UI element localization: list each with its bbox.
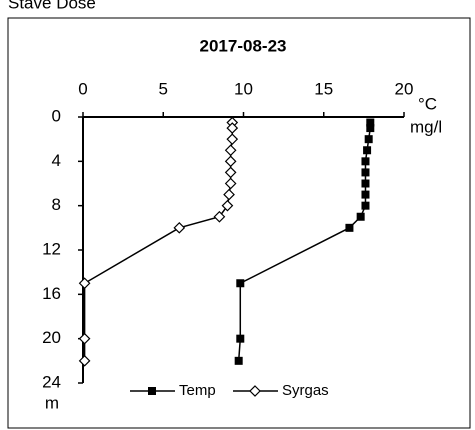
- data-point: [361, 190, 370, 199]
- data-point: [78, 277, 91, 290]
- data-point: [366, 118, 375, 127]
- data-point: [366, 124, 375, 133]
- data-point: [224, 177, 237, 190]
- header: Stave Dose: [8, 0, 96, 12]
- data-point: [361, 201, 370, 210]
- data-point: [236, 334, 245, 343]
- data-point: [224, 166, 237, 179]
- data-point: [78, 354, 91, 367]
- x-tick-label: 0: [78, 79, 87, 98]
- legend-marker: [148, 387, 156, 395]
- y-axis-label: m: [45, 393, 59, 412]
- data-point: [226, 133, 239, 146]
- data-point: [78, 332, 91, 345]
- y-tick-label: 8: [52, 195, 61, 214]
- y-tick-label: 24: [42, 372, 61, 391]
- chart-title: 2017-08-23: [200, 36, 287, 55]
- data-point: [213, 210, 226, 223]
- legend-label: Temp: [179, 382, 216, 399]
- legend-marker: [249, 385, 261, 397]
- x-axis-label: mg/l: [410, 117, 442, 136]
- data-point: [356, 212, 365, 221]
- data-point: [224, 155, 237, 168]
- data-point: [221, 199, 234, 212]
- data-point: [361, 157, 370, 166]
- data-point: [364, 135, 373, 144]
- data-point: [226, 122, 239, 134]
- data-point: [173, 221, 186, 234]
- data-point: [363, 146, 372, 155]
- data-point: [223, 188, 235, 201]
- y-tick-label: 12: [42, 239, 61, 258]
- data-point: [234, 356, 243, 365]
- y-tick-label: 4: [52, 151, 61, 170]
- x-tick-label: 15: [314, 79, 333, 98]
- y-tick-label: 16: [42, 284, 61, 303]
- y-tick-label: 0: [52, 106, 61, 125]
- data-point: [345, 223, 354, 232]
- data-point: [224, 144, 237, 157]
- legend-label: Syrgas: [282, 382, 329, 399]
- x-tick-label: 10: [234, 79, 253, 98]
- y-tick-label: 20: [42, 328, 61, 347]
- data-point: [361, 168, 370, 177]
- x-axis-label: °C: [418, 94, 437, 113]
- x-tick-label: 20: [395, 79, 414, 98]
- data-point: [236, 279, 245, 288]
- data-point: [361, 179, 370, 188]
- x-tick-label: 5: [159, 79, 168, 98]
